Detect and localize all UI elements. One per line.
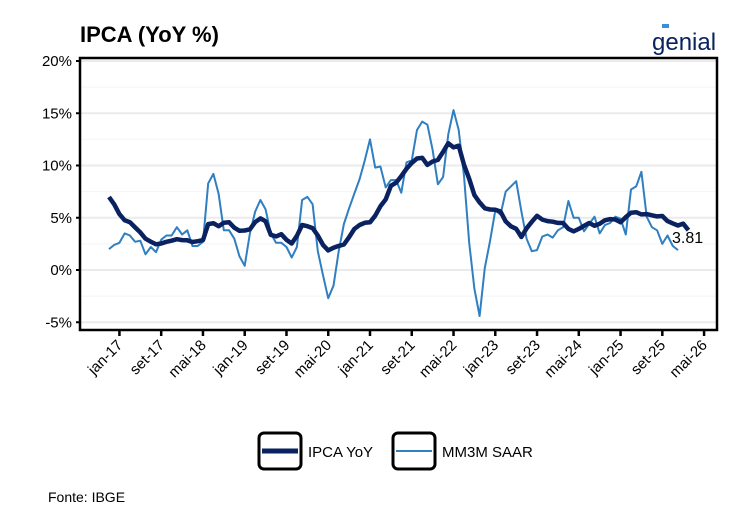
x-tick-label: jan-25 xyxy=(585,337,627,379)
x-tick-label: mai-24 xyxy=(541,337,585,381)
x-tick-label: mai-22 xyxy=(416,337,460,381)
logo-accent xyxy=(662,24,669,28)
legend: IPCA YoY MM3M SAAR xyxy=(257,431,533,471)
legend-item-ipca: IPCA YoY xyxy=(257,431,373,471)
x-tick-label: set-25 xyxy=(628,337,670,379)
x-tick-label: set-23 xyxy=(502,337,544,379)
legend-item-saar: MM3M SAAR xyxy=(391,431,533,471)
chart-title: IPCA (YoY %) xyxy=(80,22,219,47)
legend-label-ipca: IPCA YoY xyxy=(308,444,373,461)
x-tick-label: set-19 xyxy=(252,337,294,379)
series-line-saar xyxy=(108,109,679,317)
y-tick-label: 15% xyxy=(42,105,72,122)
x-tick-label: set-17 xyxy=(127,337,169,379)
x-tick-label: jan-23 xyxy=(460,337,502,379)
logo-text: genial xyxy=(652,29,716,56)
source-note: Fonte: IBGE xyxy=(48,489,125,505)
genial-logo: genial xyxy=(652,24,716,56)
x-tick-label: mai-18 xyxy=(165,337,209,381)
end-value-label: 3.81 xyxy=(672,230,703,247)
x-tick-label: jan-21 xyxy=(335,337,377,379)
y-tick-label: 20% xyxy=(42,53,72,70)
y-tick-label: -5% xyxy=(45,314,72,331)
x-tick-label: set-21 xyxy=(377,337,419,379)
x-tick-label: mai-20 xyxy=(291,337,335,381)
y-tick-label: 5% xyxy=(50,210,72,227)
legend-label-saar: MM3M SAAR xyxy=(442,444,533,461)
series-line-ipca xyxy=(107,140,691,253)
y-tick-label: 10% xyxy=(42,158,72,175)
y-tick-label: 0% xyxy=(50,262,72,279)
x-tick-label: jan-19 xyxy=(209,337,251,379)
x-tick-label: jan-17 xyxy=(84,337,126,379)
x-tick-label: mai-26 xyxy=(666,337,710,381)
plot-border xyxy=(78,56,719,332)
